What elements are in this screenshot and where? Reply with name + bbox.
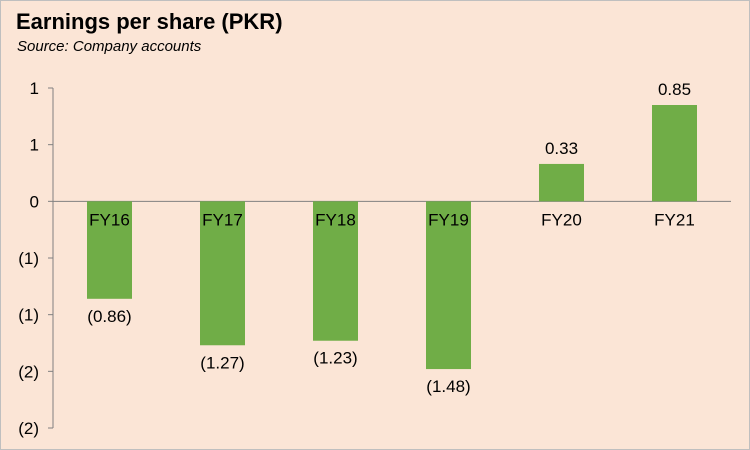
y-tick-label: (2): [18, 419, 39, 438]
chart-title: Earnings per share (PKR): [16, 9, 283, 34]
bar: [539, 163, 584, 202]
y-tick-label: 0: [30, 192, 39, 211]
bar: [313, 201, 358, 341]
y-tick-label: 1: [30, 79, 39, 98]
x-tick-label: FY16: [89, 210, 130, 229]
y-tick-label: (1): [18, 249, 39, 268]
y-tick-label: (2): [18, 362, 39, 381]
bar: [652, 105, 697, 202]
data-label: 0.33: [545, 139, 578, 158]
bar: [200, 201, 245, 346]
x-tick-label: FY20: [541, 210, 582, 229]
x-tick-label: FY18: [315, 210, 356, 229]
x-tick-label: FY19: [428, 210, 469, 229]
data-label: (1.48): [426, 377, 470, 396]
bar: [426, 201, 471, 370]
chart-subtitle: Source: Company accounts: [17, 38, 202, 55]
bar: [87, 201, 132, 299]
data-label: (0.86): [87, 307, 131, 326]
y-tick-label: (1): [18, 306, 39, 325]
data-label: 0.85: [658, 80, 691, 99]
y-tick-label: 1: [30, 136, 39, 155]
data-label: (1.27): [200, 353, 244, 372]
x-tick-label: FY17: [202, 210, 243, 229]
data-label: (1.23): [313, 349, 357, 368]
x-tick-label: FY21: [654, 210, 695, 229]
